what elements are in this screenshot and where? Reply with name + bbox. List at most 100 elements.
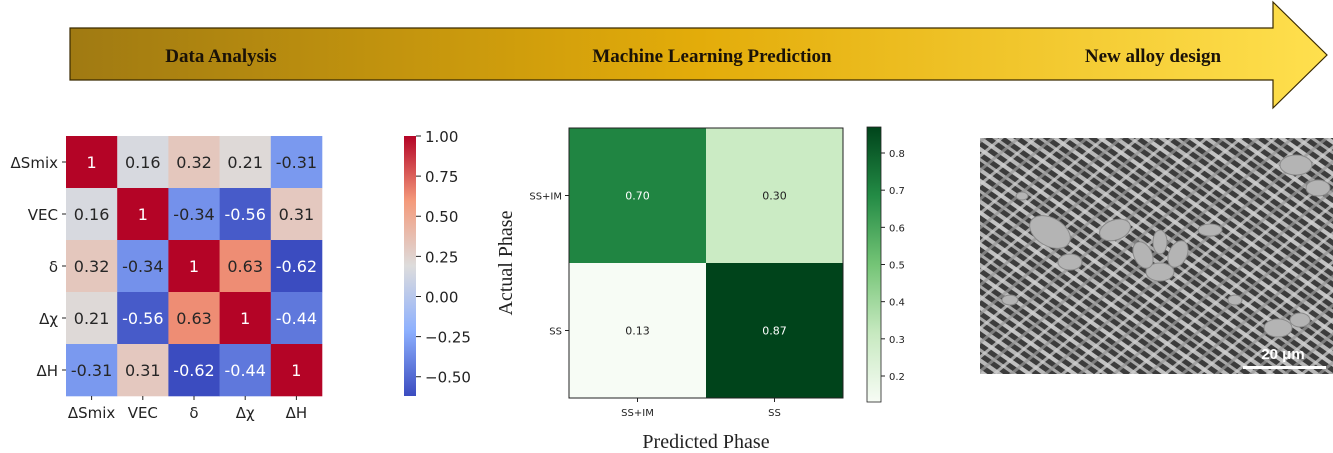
y-tick-label: VEC <box>28 206 58 224</box>
heatmap-cell <box>117 240 169 293</box>
colorbar-tick-label: 1.00 <box>425 128 458 146</box>
y-tick-label: ΔSmix <box>11 154 59 172</box>
heatmap-cell-label: 0.63 <box>176 309 212 328</box>
x-tick-label: δ <box>189 404 198 422</box>
workflow-arrow: Data Analysis Machine Learning Predictio… <box>69 0 1328 110</box>
y-tick-label: ΔH <box>36 362 58 380</box>
heatmap-cell-label: 0.16 <box>125 153 161 172</box>
heatmap-cell <box>168 344 220 397</box>
heatmap-cell <box>168 292 220 345</box>
heatmap-cell <box>66 188 118 241</box>
heatmap-cell-label: -0.44 <box>276 309 317 328</box>
scale-bar-label: 20 μm <box>1261 346 1304 363</box>
colorbar-tick-label: 0.6 <box>889 223 905 234</box>
x-tick-label: VEC <box>128 404 158 422</box>
correlation-heatmap: 1 0.16 0.32 0.21 -0.31 0.16 1 -0.34 -0.56 0.31 0.3… <box>11 136 323 422</box>
heatmap-cell <box>219 344 272 397</box>
heatmap-cell-label: -0.62 <box>173 361 214 380</box>
x-axis-label: Predicted Phase <box>642 431 769 453</box>
confusion-cell-label: 0.70 <box>625 190 650 203</box>
confusion-cell <box>706 128 843 263</box>
y-tick-label: δ <box>49 258 58 276</box>
step-new-alloy-design: New alloy design <box>1085 46 1222 67</box>
heatmap-cell-label: 0.32 <box>176 153 212 172</box>
colorbar-gradient <box>866 126 882 403</box>
colorbar-tick-label: −0.25 <box>425 329 471 347</box>
step-data-analysis: Data Analysis <box>165 46 276 67</box>
heatmap-cell-label: 0.16 <box>74 205 110 224</box>
y-tick-label: SS+IM <box>529 192 562 203</box>
arrow-shape <box>69 0 1328 110</box>
confusion-cell-label: 0.87 <box>762 325 787 338</box>
heatmap-cell-label: 0.63 <box>227 257 263 276</box>
heatmap-cell-label: -0.34 <box>122 257 163 276</box>
colorbar-tick-label: 0.3 <box>889 335 905 346</box>
heatmap-cell <box>219 188 272 241</box>
heatmap-cell <box>66 240 118 293</box>
heatmap-cell-label: 0.32 <box>74 257 110 276</box>
x-tick-label: ΔH <box>286 404 308 422</box>
colorbar-tick-label: 0.50 <box>425 208 458 226</box>
heatmap-cell <box>270 136 323 189</box>
heatmap-cell <box>117 136 169 189</box>
heatmap-cell <box>66 136 118 189</box>
heatmap-cell-label: -0.31 <box>276 153 317 172</box>
colorbar-tick-label: 0.25 <box>425 248 458 266</box>
heatmap-cell-label: 0.31 <box>279 205 315 224</box>
confusion-colorbar: 0.8 0.7 0.6 0.5 0.4 0.3 0.2 <box>866 126 905 403</box>
colorbar-tick-label: 0.2 <box>889 372 905 383</box>
heatmap-cell <box>66 292 118 345</box>
confusion-cell-label: 0.30 <box>762 190 787 203</box>
correlation-colorbar: 1.00 0.75 0.50 0.25 0.00 −0.25 −0.50 <box>404 128 471 396</box>
step-ml-prediction: Machine Learning Prediction <box>592 46 832 67</box>
colorbar-tick-label: 0.8 <box>889 149 905 160</box>
x-tick-label: SS+IM <box>621 408 654 419</box>
micrograph-texture-overlay <box>980 138 1333 374</box>
confusion-cell <box>569 263 706 398</box>
heatmap-cell-label: -0.62 <box>276 257 317 276</box>
colorbar-gradient <box>404 136 416 396</box>
heatmap-cell-label: 1 <box>138 205 148 224</box>
heatmap-cell <box>117 188 169 241</box>
heatmap-cell-label: 1 <box>87 153 97 172</box>
y-tick-label: SS <box>549 327 562 338</box>
heatmap-cell-label: -0.31 <box>71 361 112 380</box>
dendrite-particles <box>1001 154 1331 338</box>
heatmap-cell-label: -0.56 <box>224 205 265 224</box>
y-tick-label: Δχ <box>39 310 58 328</box>
colorbar-tick-label: 0.00 <box>425 288 458 306</box>
colorbar-tick-label: 0.75 <box>425 168 458 186</box>
heatmap-cell <box>219 240 272 293</box>
confusion-cell-label: 0.13 <box>625 325 650 338</box>
heatmap-cell <box>219 292 272 345</box>
heatmap-cell <box>66 344 118 397</box>
colorbar-tick-label: 0.7 <box>889 186 905 197</box>
heatmap-cell <box>117 344 169 397</box>
heatmap-cell-label: 1 <box>189 257 199 276</box>
y-axis-label: Actual Phase <box>495 210 517 315</box>
heatmap-cell-label: 0.21 <box>74 309 110 328</box>
heatmap-cell-label: -0.56 <box>122 309 163 328</box>
scale-bar <box>1243 366 1326 369</box>
heatmap-cell <box>270 344 323 397</box>
colorbar-tick-label: 0.5 <box>889 261 905 272</box>
x-tick-label: Δχ <box>236 404 255 422</box>
heatmap-cell <box>117 292 169 345</box>
heatmap-cell <box>168 188 220 241</box>
heatmap-cell-label: 0.21 <box>227 153 263 172</box>
microstructure-image: 20 μm <box>980 138 1333 374</box>
heatmap-cell <box>219 136 272 189</box>
heatmap-cell-label: -0.44 <box>224 361 265 380</box>
confusion-cell <box>706 263 843 398</box>
heatmap-cell <box>168 240 220 293</box>
heatmap-cell <box>270 292 323 345</box>
confusion-frame <box>568 127 844 399</box>
x-tick-label: SS <box>768 408 781 419</box>
colorbar-tick-label: −0.50 <box>425 369 471 387</box>
heatmap-cell <box>270 188 323 241</box>
confusion-matrix: 0.70 0.30 0.13 0.87 SS+IM SS SS+IM SS Predicted … <box>495 127 844 453</box>
heatmap-cell-label: 1 <box>291 361 301 380</box>
confusion-cell <box>569 128 706 263</box>
heatmap-cell-label: 0.31 <box>125 361 161 380</box>
